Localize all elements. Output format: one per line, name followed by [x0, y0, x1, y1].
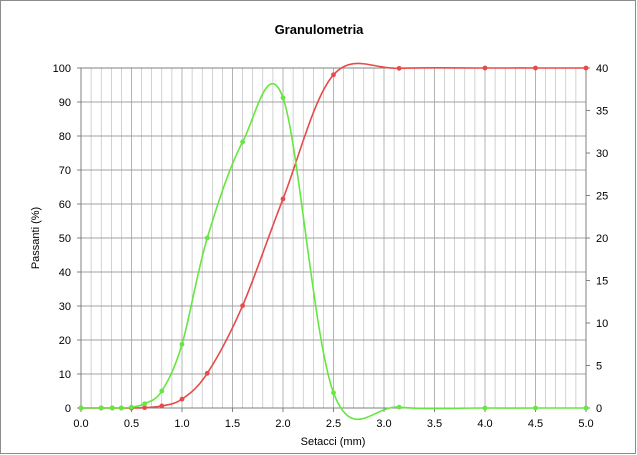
series-1-point: [331, 72, 336, 78]
series-2-point: [331, 390, 336, 396]
series-2-point: [129, 404, 134, 410]
y-axis-ticks: 0 10 20 30 40 50 60 70 80 90 100: [53, 63, 81, 415]
y2-axis-ticks: 0 5 10 15 20 25 30 35 40: [586, 63, 608, 415]
y-tick-label: 0: [65, 403, 71, 415]
series-2-point: [280, 95, 286, 101]
series-1-point: [204, 370, 210, 376]
y-tick-label: 90: [59, 97, 71, 109]
chart-title: Granulometria: [275, 22, 365, 37]
x-tick-label: 3.0: [376, 418, 391, 430]
y-axis-label: Passanti (%): [30, 207, 42, 269]
x-axis-ticks: 0.0 0.5 1.0 1.5 2.0 2.5 3.0 3.5 4.0 4.5 5.0: [73, 408, 594, 430]
x-tick-label: 4.5: [528, 418, 543, 430]
x-tick-label: 2.0: [275, 418, 290, 430]
series-1-point: [240, 303, 246, 309]
series-2-point: [119, 405, 124, 411]
x-tick-label: 1.0: [174, 418, 189, 430]
y2-tick-label: 30: [596, 148, 608, 160]
series-2-point: [98, 405, 104, 411]
y-tick-label: 70: [59, 165, 71, 177]
series-2-point: [179, 341, 185, 347]
series-2-point: [159, 388, 165, 394]
series-2-point: [240, 139, 246, 145]
y2-tick-label: 40: [596, 63, 608, 75]
grid-lines: [81, 68, 586, 408]
x-tick-label: 2.5: [326, 418, 341, 430]
series-2-point: [533, 405, 538, 411]
y-tick-label: 20: [59, 335, 71, 347]
y-tick-label: 60: [59, 199, 71, 211]
y-tick-label: 10: [59, 369, 71, 381]
series-1-point: [396, 65, 402, 71]
y2-tick-label: 25: [596, 191, 608, 203]
y-tick-label: 50: [59, 233, 71, 245]
x-tick-label: 3.5: [427, 418, 442, 430]
y2-tick-label: 35: [596, 106, 608, 118]
series-1-point: [280, 196, 286, 202]
y-tick-label: 40: [59, 267, 71, 279]
x-tick-label: 0.0: [73, 418, 88, 430]
series-2-point: [482, 405, 488, 411]
series-2-point: [78, 405, 84, 411]
y2-tick-label: 10: [596, 318, 608, 330]
y2-tick-label: 5: [596, 361, 602, 373]
series-2-point: [204, 235, 210, 241]
series-1-point: [179, 396, 185, 402]
x-axis-label: Setacci (mm): [301, 436, 366, 448]
series-1-point: [159, 403, 165, 409]
series-1-point: [482, 65, 488, 71]
x-tick-label: 0.5: [124, 418, 139, 430]
y2-tick-label: 20: [596, 233, 608, 245]
series-layer: [78, 62, 589, 421]
y2-tick-label: 0: [596, 403, 602, 415]
x-tick-label: 1.5: [225, 418, 240, 430]
series-2-point: [109, 405, 115, 411]
y-tick-label: 30: [59, 301, 71, 313]
series-2-point: [396, 404, 402, 410]
x-tick-label: 5.0: [578, 418, 593, 430]
y-tick-label: 80: [59, 131, 71, 143]
y2-tick-label: 15: [596, 276, 608, 288]
series-2-point: [142, 401, 148, 407]
series-2-point: [583, 405, 589, 411]
series-1-point: [583, 65, 589, 71]
series-1-point: [142, 405, 148, 411]
series-1-point: [533, 65, 538, 71]
x-tick-label: 4.0: [477, 418, 492, 430]
y-tick-label: 100: [53, 63, 71, 75]
